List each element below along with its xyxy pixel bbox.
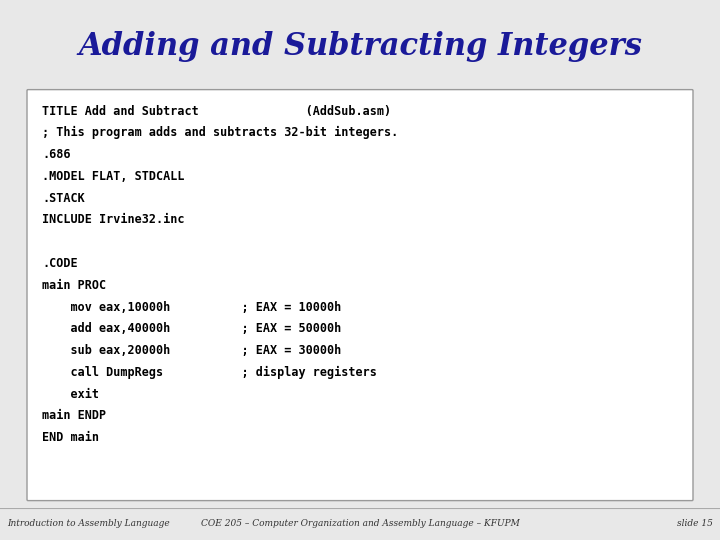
Text: .686: .686 — [42, 148, 71, 161]
Text: Adding and Subtracting Integers: Adding and Subtracting Integers — [78, 31, 642, 62]
Text: Introduction to Assembly Language: Introduction to Assembly Language — [7, 519, 170, 528]
Text: main PROC: main PROC — [42, 279, 106, 292]
Text: mov eax,10000h          ; EAX = 10000h: mov eax,10000h ; EAX = 10000h — [42, 301, 341, 314]
Text: add eax,40000h          ; EAX = 50000h: add eax,40000h ; EAX = 50000h — [42, 322, 341, 335]
Text: ; This program adds and subtracts 32-bit integers.: ; This program adds and subtracts 32-bit… — [42, 126, 398, 139]
FancyBboxPatch shape — [27, 90, 693, 501]
Text: .MODEL FLAT, STDCALL: .MODEL FLAT, STDCALL — [42, 170, 184, 183]
Text: exit: exit — [42, 388, 99, 401]
Text: COE 205 – Computer Organization and Assembly Language – KFUPM: COE 205 – Computer Organization and Asse… — [201, 519, 519, 528]
Text: TITLE Add and Subtract               (AddSub.asm): TITLE Add and Subtract (AddSub.asm) — [42, 105, 391, 118]
Text: INCLUDE Irvine32.inc: INCLUDE Irvine32.inc — [42, 213, 184, 226]
Text: sub eax,20000h          ; EAX = 30000h: sub eax,20000h ; EAX = 30000h — [42, 344, 341, 357]
Text: .CODE: .CODE — [42, 257, 78, 270]
Text: .STACK: .STACK — [42, 192, 85, 205]
Text: slide 15: slide 15 — [677, 519, 713, 528]
Text: END main: END main — [42, 431, 99, 444]
Text: main ENDP: main ENDP — [42, 409, 106, 422]
Text: call DumpRegs           ; display registers: call DumpRegs ; display registers — [42, 366, 377, 379]
